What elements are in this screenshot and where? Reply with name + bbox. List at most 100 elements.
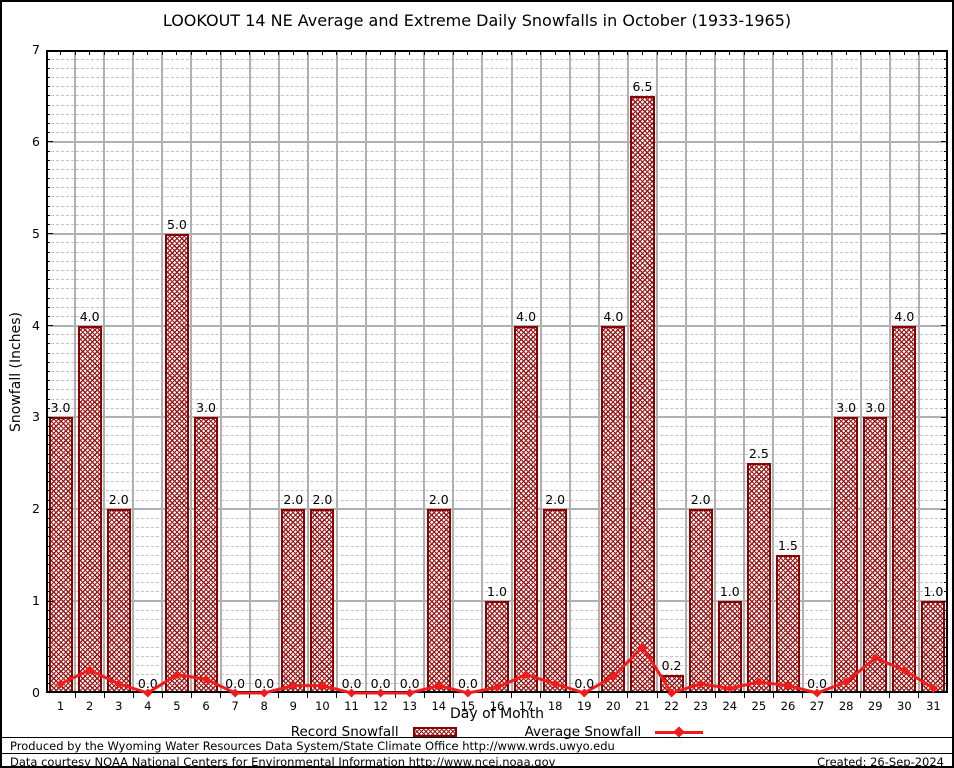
x-tick-label-day-22: 22 xyxy=(664,699,679,713)
average-marker-day-15 xyxy=(463,688,473,698)
x-tick-top xyxy=(278,50,280,55)
x-tick-bottom xyxy=(714,693,716,698)
average-marker-day-24 xyxy=(725,683,735,693)
y-tick-left xyxy=(46,67,50,69)
h-gridline-minor xyxy=(46,187,948,189)
h-gridline-minor xyxy=(46,444,948,446)
record-bar-day-25 xyxy=(746,463,771,693)
x-tick-top xyxy=(583,50,585,55)
x-tick-top xyxy=(380,50,382,55)
v-gridline xyxy=(277,50,280,693)
x-tick-top xyxy=(656,50,658,55)
v-gridline xyxy=(190,50,193,693)
y-tick-left xyxy=(46,334,50,336)
h-gridline-minor xyxy=(46,242,948,244)
legend-line-marker-icon xyxy=(673,726,685,738)
y-tick-left xyxy=(46,297,50,299)
h-gridline-major xyxy=(46,232,948,235)
bar-value-label-day-30: 4.0 xyxy=(894,308,915,324)
x-tick-bottom xyxy=(249,693,251,698)
v-gridline xyxy=(743,50,746,693)
x-tick-label-day-6: 6 xyxy=(202,699,210,713)
average-marker-day-18 xyxy=(550,679,560,689)
h-gridline-minor xyxy=(46,582,948,584)
bar-value-label-day-21: 6.5 xyxy=(632,78,653,94)
x-tick-bottom xyxy=(802,693,804,698)
y-tick-left xyxy=(46,371,50,372)
bar-value-label-day-28: 3.0 xyxy=(836,400,857,416)
average-marker-day-14 xyxy=(434,681,444,691)
record-bar-day-23 xyxy=(688,509,713,693)
h-gridline-minor xyxy=(46,499,948,501)
y-tick-left xyxy=(46,95,50,97)
h-gridline-minor xyxy=(46,77,948,79)
x-tick-label-day-14: 14 xyxy=(431,699,447,713)
x-tick-bottom xyxy=(656,693,658,698)
x-tick-bottom xyxy=(336,693,338,698)
h-gridline-minor xyxy=(46,205,948,207)
x-tick-label-day-9: 9 xyxy=(289,699,297,713)
x-tick-bottom xyxy=(772,693,774,698)
average-snowfall-line-icon xyxy=(655,726,704,738)
h-gridline-minor xyxy=(46,306,948,308)
h-gridline-minor xyxy=(46,159,948,161)
h-gridline-minor xyxy=(46,462,948,464)
y-tick-label-1: 1 xyxy=(32,593,40,609)
y-tick-label-0: 0 xyxy=(32,685,40,700)
y-tick-left xyxy=(46,269,50,271)
x-tick-top xyxy=(569,50,571,55)
x-tick-bottom xyxy=(598,693,600,698)
footer-producer-text: Produced by the Wyoming Water Resources … xyxy=(10,739,615,753)
h-gridline-minor xyxy=(46,58,948,60)
v-gridline xyxy=(74,50,77,693)
y-tick-left xyxy=(46,481,50,483)
average-marker-day-1 xyxy=(56,679,66,689)
h-gridline-minor xyxy=(46,554,948,556)
x-tick-label-day-28: 28 xyxy=(838,699,854,713)
average-marker-day-28 xyxy=(841,677,851,687)
x-tick-label-day-16: 16 xyxy=(489,699,505,713)
h-gridline-minor xyxy=(46,407,948,409)
x-tick-top xyxy=(365,50,367,55)
h-gridline-major xyxy=(46,416,948,419)
y-tick-left xyxy=(46,132,50,134)
x-tick-top xyxy=(467,50,469,55)
y-tick-left xyxy=(46,655,50,657)
x-tick-top xyxy=(758,50,760,55)
x-axis-label: Day of Month xyxy=(450,706,544,722)
bar-value-label-day-14: 2.0 xyxy=(428,492,449,508)
v-gridline xyxy=(714,50,717,693)
y-tick-left xyxy=(46,582,50,584)
x-tick-label-day-4: 4 xyxy=(144,699,152,713)
legend-average-label: Average Snowfall xyxy=(524,724,642,740)
y-tick-left xyxy=(46,168,50,170)
h-gridline-minor xyxy=(46,288,948,290)
h-gridline-minor xyxy=(46,527,948,529)
record-bar-day-24 xyxy=(717,601,742,693)
v-gridline xyxy=(510,50,513,693)
y-tick-label-2: 2 xyxy=(32,501,40,517)
v-gridline xyxy=(539,50,542,693)
h-gridline-minor xyxy=(46,196,948,198)
x-tick-top xyxy=(147,50,149,55)
y-tick-label-7: 7 xyxy=(32,42,40,57)
bar-value-label-day-12: 0.0 xyxy=(370,676,391,691)
average-marker-day-23 xyxy=(696,679,706,689)
x-tick-top xyxy=(787,50,789,55)
x-tick-bottom xyxy=(627,693,629,698)
y-tick-right xyxy=(941,416,948,418)
bar-value-label-day-19: 0.0 xyxy=(574,676,595,691)
x-tick-top xyxy=(612,50,614,55)
record-bar-day-9 xyxy=(281,509,306,693)
y-tick-left xyxy=(46,517,50,519)
v-gridline xyxy=(481,50,484,693)
record-snowfall-swatch-icon xyxy=(412,727,457,737)
y-tick-left xyxy=(46,600,53,602)
y-tick-left xyxy=(46,58,50,60)
y-tick-left xyxy=(46,462,50,464)
h-gridline-minor xyxy=(46,224,948,226)
h-gridline-minor xyxy=(46,481,948,483)
x-tick-label-day-12: 12 xyxy=(373,699,388,713)
y-tick-left xyxy=(46,646,50,648)
x-tick-top xyxy=(263,50,265,55)
